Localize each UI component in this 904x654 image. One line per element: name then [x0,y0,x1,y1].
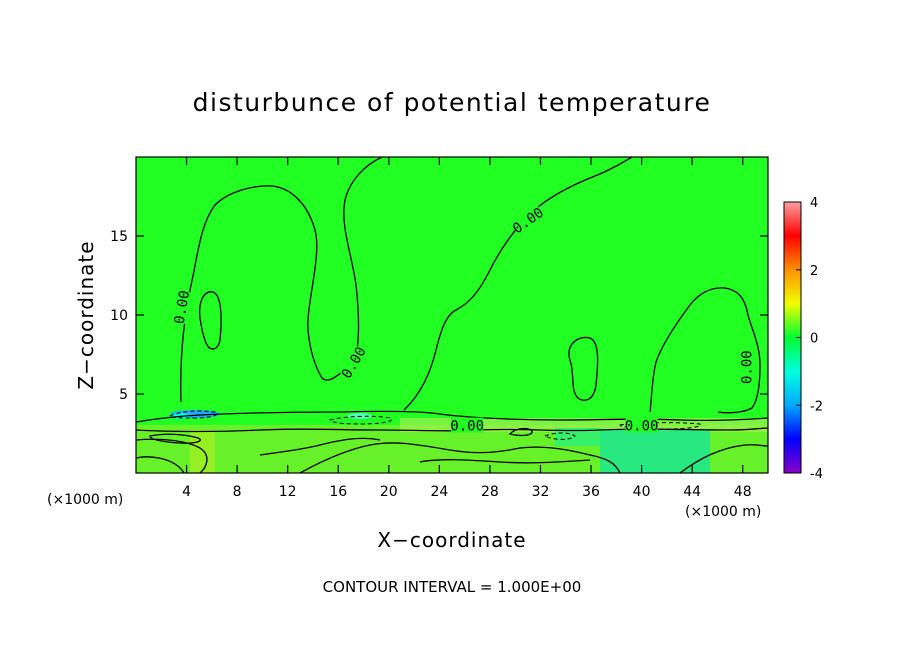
contour-small-yellow-cell [508,427,533,437]
x-tick-label: 4 [182,484,191,500]
x-tick-label: 24 [430,484,448,500]
x-tick-label: 8 [233,484,242,500]
shade-cool-patch-2 [555,428,600,446]
contour-right-slope [403,157,633,411]
contour-label: 0.00 [450,419,484,435]
colorbar-tick-label: 4 [810,196,818,211]
x-tick-label: 36 [582,484,600,500]
contour-label: 0.00 [172,289,194,325]
contour-label: 0.00 [625,419,659,435]
x-axis-ticks: 4 8 12 16 20 24 28 32 36 40 44 48 [182,157,752,500]
x-tick-label: 48 [734,484,752,500]
x-tick-label: 32 [532,484,550,500]
y-axis-label: Z−coordinate [74,240,98,389]
x-tick-label: 28 [481,484,499,500]
colorbar-tick-label: -4 [810,467,823,482]
contour-label-bg [738,351,754,384]
colorbar-tick-label: 0 [810,332,818,347]
contour-negative-3 [543,432,576,440]
y-tick-label: 5 [119,387,128,403]
x-unit-right: (×1000 m) [685,504,761,520]
contour-label-bg [451,417,484,433]
contour-small-cell-left [199,291,222,350]
contour-left-tower [180,157,383,403]
x-unit-left: (×1000 m) [47,492,123,508]
contour-negative-2 [329,415,393,425]
contour-near-surface-6 [679,444,768,473]
y-tick-label: 10 [110,308,128,324]
x-tick-label: 40 [633,484,651,500]
contour-negative-1 [169,410,218,419]
contour-label-bg [625,417,658,433]
x-axis-label: X−coordinate [377,528,526,552]
contour-small-cell-mid [568,336,599,401]
contour-near-surface-4 [419,459,591,464]
contour-label-bg [170,289,192,325]
contour-interval-note: CONTOUR INTERVAL = 1.000E+00 [323,578,582,596]
contour-label-bg [510,204,545,236]
y-tick-label: 15 [110,229,128,245]
colorbar-tick-label: -2 [810,399,823,414]
chart-title: disturbunce of potential temperature [193,88,712,117]
contour-near-surface-5 [259,437,381,456]
contour-lower-left-loop [149,433,201,444]
plot-area: 0.000.000.000.00 0.000.00 [136,157,768,473]
x-tick-label: 20 [380,484,398,500]
y-axis-ticks: 5 10 15 [110,229,768,403]
x-tick-label: 16 [329,484,347,500]
contour-near-surface-3 [299,442,621,473]
x-tick-label: 44 [683,484,701,500]
contour-lower-band-top [136,410,768,423]
colorbar-ticks: 4 2 0 -2 -4 [796,196,823,482]
contour-label: 0.00 [740,350,756,384]
colorbar-tick-label: 2 [810,264,818,279]
contour-right-dome [649,287,761,414]
x-tick-label: 12 [279,484,297,500]
contour-label-bg [338,344,368,380]
